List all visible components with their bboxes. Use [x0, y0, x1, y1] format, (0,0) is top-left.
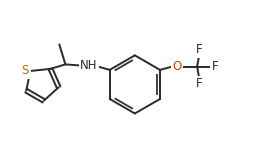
Text: F: F [196, 77, 203, 90]
Text: NH: NH [80, 59, 98, 72]
Text: F: F [196, 43, 203, 56]
Text: O: O [173, 60, 182, 73]
Text: F: F [212, 60, 219, 73]
Text: S: S [22, 64, 29, 78]
